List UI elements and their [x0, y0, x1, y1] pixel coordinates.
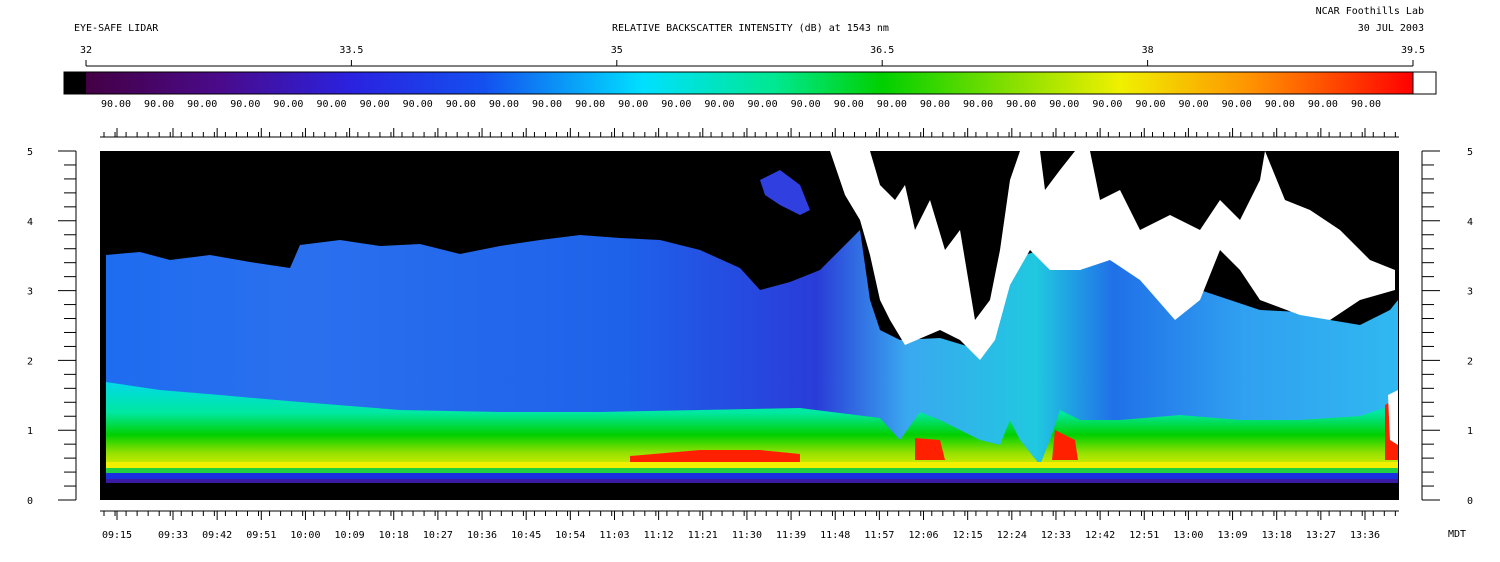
y-tick-label-right: 5: [1467, 147, 1473, 158]
colorbar-tick-label: 35: [611, 45, 623, 56]
colorbar-bin-label: 90.00: [273, 99, 303, 110]
colorbar-bin-label: 90.00: [1308, 99, 1338, 110]
x-tick-label: 11:30: [732, 530, 762, 541]
colorbar-bin-label: 90.00: [1222, 99, 1252, 110]
colorbar-bin-label: 90.00: [230, 99, 260, 110]
x-tick-label: 11:03: [599, 530, 629, 541]
colorbar-bin-label: 90.00: [877, 99, 907, 110]
plot-date: 30 JUL 2003: [1357, 23, 1424, 34]
x-tick-label: 12:33: [1041, 530, 1071, 541]
colorbar-bin-label: 90.00: [1265, 99, 1295, 110]
y-tick-label-left: 2: [27, 356, 33, 367]
colorbar-high-swatch: [1412, 71, 1437, 95]
colorbar-bin-label: 90.00: [834, 99, 864, 110]
x-tick-label: 10:18: [379, 530, 409, 541]
colorbar: 32 33.5 35 36.5 38 39.5 90.00 90.00 90.00 90.00 9…: [63, 45, 1437, 110]
x-tick-label: 09:15: [102, 530, 132, 541]
y-tick-label-left: 4: [27, 217, 33, 228]
x-tick-label: 11:12: [644, 530, 674, 541]
x-tick-label: 12:15: [953, 530, 983, 541]
x-tick-label: 11:39: [776, 530, 806, 541]
colorbar-bin-label: 90.00: [144, 99, 174, 110]
y-tick-label-right: 2: [1467, 356, 1473, 367]
colorbar-bin-label: 90.00: [101, 99, 131, 110]
colorbar-bin-label: 90.00: [661, 99, 691, 110]
x-tick-label: 13:00: [1173, 530, 1203, 541]
x-tick-label: 09:42: [202, 530, 232, 541]
colorbar-tick-label: 39.5: [1401, 45, 1425, 56]
plot-area: [100, 151, 1399, 500]
colorbar-bin-label: 90.00: [532, 99, 562, 110]
colorbar-low-swatch: [64, 72, 86, 94]
colorbar-tick-label: 32: [80, 45, 92, 56]
cloud-layer: [830, 151, 1395, 360]
x-tick-label: 13:09: [1218, 530, 1248, 541]
y-tick-label-right: 0: [1467, 496, 1473, 507]
small-cloud: [760, 170, 810, 215]
colorbar-gradient: [86, 72, 1413, 94]
colorbar-bin-label: 90.00: [1006, 99, 1036, 110]
x-tick-label: 11:21: [688, 530, 718, 541]
colorbar-bin-label: 90.00: [316, 99, 346, 110]
x-tick-label: 13:27: [1306, 530, 1336, 541]
colorbar-bin-label: 90.00: [1135, 99, 1165, 110]
x-tick-label: 10:00: [290, 530, 320, 541]
colorbar-bin-label: 90.00: [1049, 99, 1079, 110]
x-tick-label: 10:54: [555, 530, 585, 541]
y-tick-label-left: 5: [27, 147, 33, 158]
edge-cloud: [1388, 390, 1398, 445]
ground-band-violet: [106, 479, 1398, 483]
ground-band-yellow: [106, 462, 1398, 468]
x-tick-label: 10:27: [423, 530, 453, 541]
colorbar-tick-label: 36.5: [870, 45, 894, 56]
x-tick-label: 10:45: [511, 530, 541, 541]
y-tick-label-right: 4: [1467, 217, 1473, 228]
lab-name: NCAR Foothills Lab: [1315, 6, 1424, 17]
x-tick-label: 13:18: [1262, 530, 1292, 541]
y-tick-label-left: 1: [27, 426, 33, 437]
instrument-title: EYE-SAFE LIDAR: [74, 23, 159, 34]
surface-hotspots: [630, 398, 1398, 462]
colorbar-bin-label: 90.00: [618, 99, 648, 110]
y-tick-label-right: 1: [1467, 426, 1473, 437]
x-tick-label: 11:48: [820, 530, 850, 541]
x-tick-label: 13:36: [1350, 530, 1380, 541]
x-tick-label: 09:51: [246, 530, 276, 541]
ground-band-green: [106, 468, 1398, 473]
colorbar-bin-label: 90.00: [791, 99, 821, 110]
colorbar-bin-label: 90.00: [704, 99, 734, 110]
colorbar-bin-label: 90.00: [1179, 99, 1209, 110]
y-tick-label-right: 3: [1467, 287, 1473, 298]
axes: 0 0 1 1 2 2 3 3 4 4 5 5 09:15 09:33 09:42 09:51 10:00 10…: [27, 128, 1473, 541]
x-tick-label: 10:36: [467, 530, 497, 541]
ground-band-blue: [106, 473, 1398, 479]
y-tick-label-left: 3: [27, 287, 33, 298]
colorbar-tick-label: 33.5: [339, 45, 363, 56]
colorbar-bin-label: 90.00: [747, 99, 777, 110]
y-tick-label-left: 0: [27, 496, 33, 507]
colorbar-bin-label: 90.00: [963, 99, 993, 110]
colorbar-bin-label: 90.00: [575, 99, 605, 110]
colorbar-bin-label: 90.00: [1351, 99, 1381, 110]
x-tick-label: 12:06: [908, 530, 938, 541]
colorbar-bin-label: 90.00: [446, 99, 476, 110]
time-zone-label: MDT: [1448, 529, 1467, 540]
x-tick-label: 12:24: [997, 530, 1027, 541]
colorbar-bin-label: 90.00: [489, 99, 519, 110]
colorbar-bin-label: 90.00: [1092, 99, 1122, 110]
x-tick-label: 12:42: [1085, 530, 1115, 541]
x-tick-label: 11:57: [864, 530, 894, 541]
aerosol-layer: [106, 230, 1398, 470]
chart-title: RELATIVE BACKSCATTER INTENSITY (dB) at 1…: [612, 23, 889, 34]
colorbar-bin-label: 90.00: [187, 99, 217, 110]
x-tick-label: 09:33: [158, 530, 188, 541]
x-tick-label: 10:09: [335, 530, 365, 541]
colorbar-tick-label: 38: [1142, 45, 1154, 56]
colorbar-bin-label: 90.00: [403, 99, 433, 110]
colorbar-bin-label: 90.00: [360, 99, 390, 110]
x-tick-label: 12:51: [1129, 530, 1159, 541]
colorbar-bin-label: 90.00: [920, 99, 950, 110]
